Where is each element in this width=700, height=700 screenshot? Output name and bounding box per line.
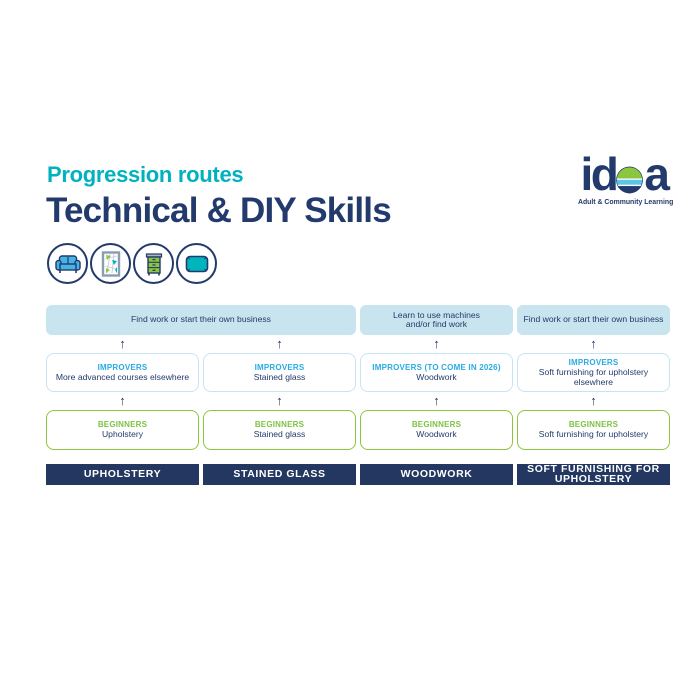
arrow-row: ↑ ↑ ↑ ↑ [46,393,670,409]
level-label: IMPROVERS (TO COME IN 2026) [372,362,501,372]
up-arrow-icon: ↑ [590,393,597,408]
beginner-box-woodwork: BEGINNERS Woodwork [360,410,513,450]
course-label: Stained glass [253,429,306,440]
level-label: BEGINNERS [568,420,619,430]
level-label: IMPROVERS [568,358,619,367]
improver-box-woodwork: IMPROVERS (TO COME IN 2026) Woodwork [360,353,513,392]
course-label: Soft furnishing for upholstery elsewhere [538,367,649,387]
category-row: UPHOLSTERY STAINED GLASS WOODWORK SOFT F… [46,464,670,485]
logo-globe-e-icon [616,166,644,194]
chest-of-drawers-icon [133,243,174,284]
up-arrow-icon: ↑ [433,393,440,408]
up-arrow-icon: ↑ [433,336,440,351]
course-label: Woodwork [416,371,457,382]
course-label: More advanced courses elsewhere [55,371,190,382]
level-label: BEGINNERS [411,420,462,430]
outcome-label: Find work or start their own business [131,314,271,325]
beginner-box-stained-glass: BEGINNERS Stained glass [203,410,356,450]
outcome-band: Find work or start their own business [517,305,670,335]
category-bar-upholstery: UPHOLSTERY [46,464,199,485]
logo-wordmark: id a [578,148,670,200]
category-bar-woodwork: WOODWORK [360,464,513,485]
beginner-box-soft-furnishing: BEGINNERS Soft furnishing for upholstery [517,410,670,450]
outcome-band: Learn to use machines and/or find work [360,305,513,335]
course-label: Soft furnishing for upholstery [538,429,649,440]
logo-text-start: id [580,148,619,200]
up-arrow-icon: ↑ [119,336,126,351]
arrow-row: ↑ ↑ ↑ ↑ [46,336,670,352]
improvers-row: IMPROVERS More advanced courses elsewher… [46,353,670,392]
page-subtitle: Progression routes [47,162,244,187]
outcome-label: Learn to use machines and/or find work [393,309,480,329]
level-label: BEGINNERS [254,420,305,430]
cushion-icon [176,243,217,284]
up-arrow-icon: ↑ [276,393,283,408]
course-label: Woodwork [416,429,457,440]
sofa-icon [47,243,88,284]
idea-logo: id a Adult & Community Learning [578,148,674,206]
outcome-label: Find work or start their own business [523,314,664,325]
outcome-band: Find work or start their own business [46,305,356,335]
beginner-box-upholstery: BEGINNERS Upholstery [46,410,199,450]
category-bar-stained-glass: STAINED GLASS [203,464,356,485]
up-arrow-icon: ↑ [590,336,597,351]
course-label: Stained glass [253,371,306,382]
outcome-band-row: Find work or start their own business Le… [46,305,670,335]
improver-box-upholstery: IMPROVERS More advanced courses elsewher… [46,353,199,392]
page-title: Technical & DIY Skills [46,191,392,230]
level-label: IMPROVERS [254,362,305,372]
up-arrow-icon: ↑ [119,393,126,408]
beginners-row: BEGINNERS Upholstery BEGINNERS Stained g… [46,410,670,450]
stained-glass-window-icon [90,243,131,284]
logo-text-end: a [644,148,670,200]
improver-box-soft-furnishing: IMPROVERS Soft furnishing for upholstery… [517,353,670,392]
level-label: BEGINNERS [97,420,148,430]
course-label: Upholstery [101,429,144,440]
logo-tagline: Adult & Community Learning [578,199,674,206]
improver-box-stained-glass: IMPROVERS Stained glass [203,353,356,392]
progression-flow: Find work or start their own business Le… [46,305,670,485]
level-label: IMPROVERS [97,362,148,372]
category-bar-soft-furnishing: SOFT FURNISHING FOR UPHOLSTERY [517,464,670,485]
up-arrow-icon: ↑ [276,336,283,351]
skill-icon-row [47,243,217,284]
